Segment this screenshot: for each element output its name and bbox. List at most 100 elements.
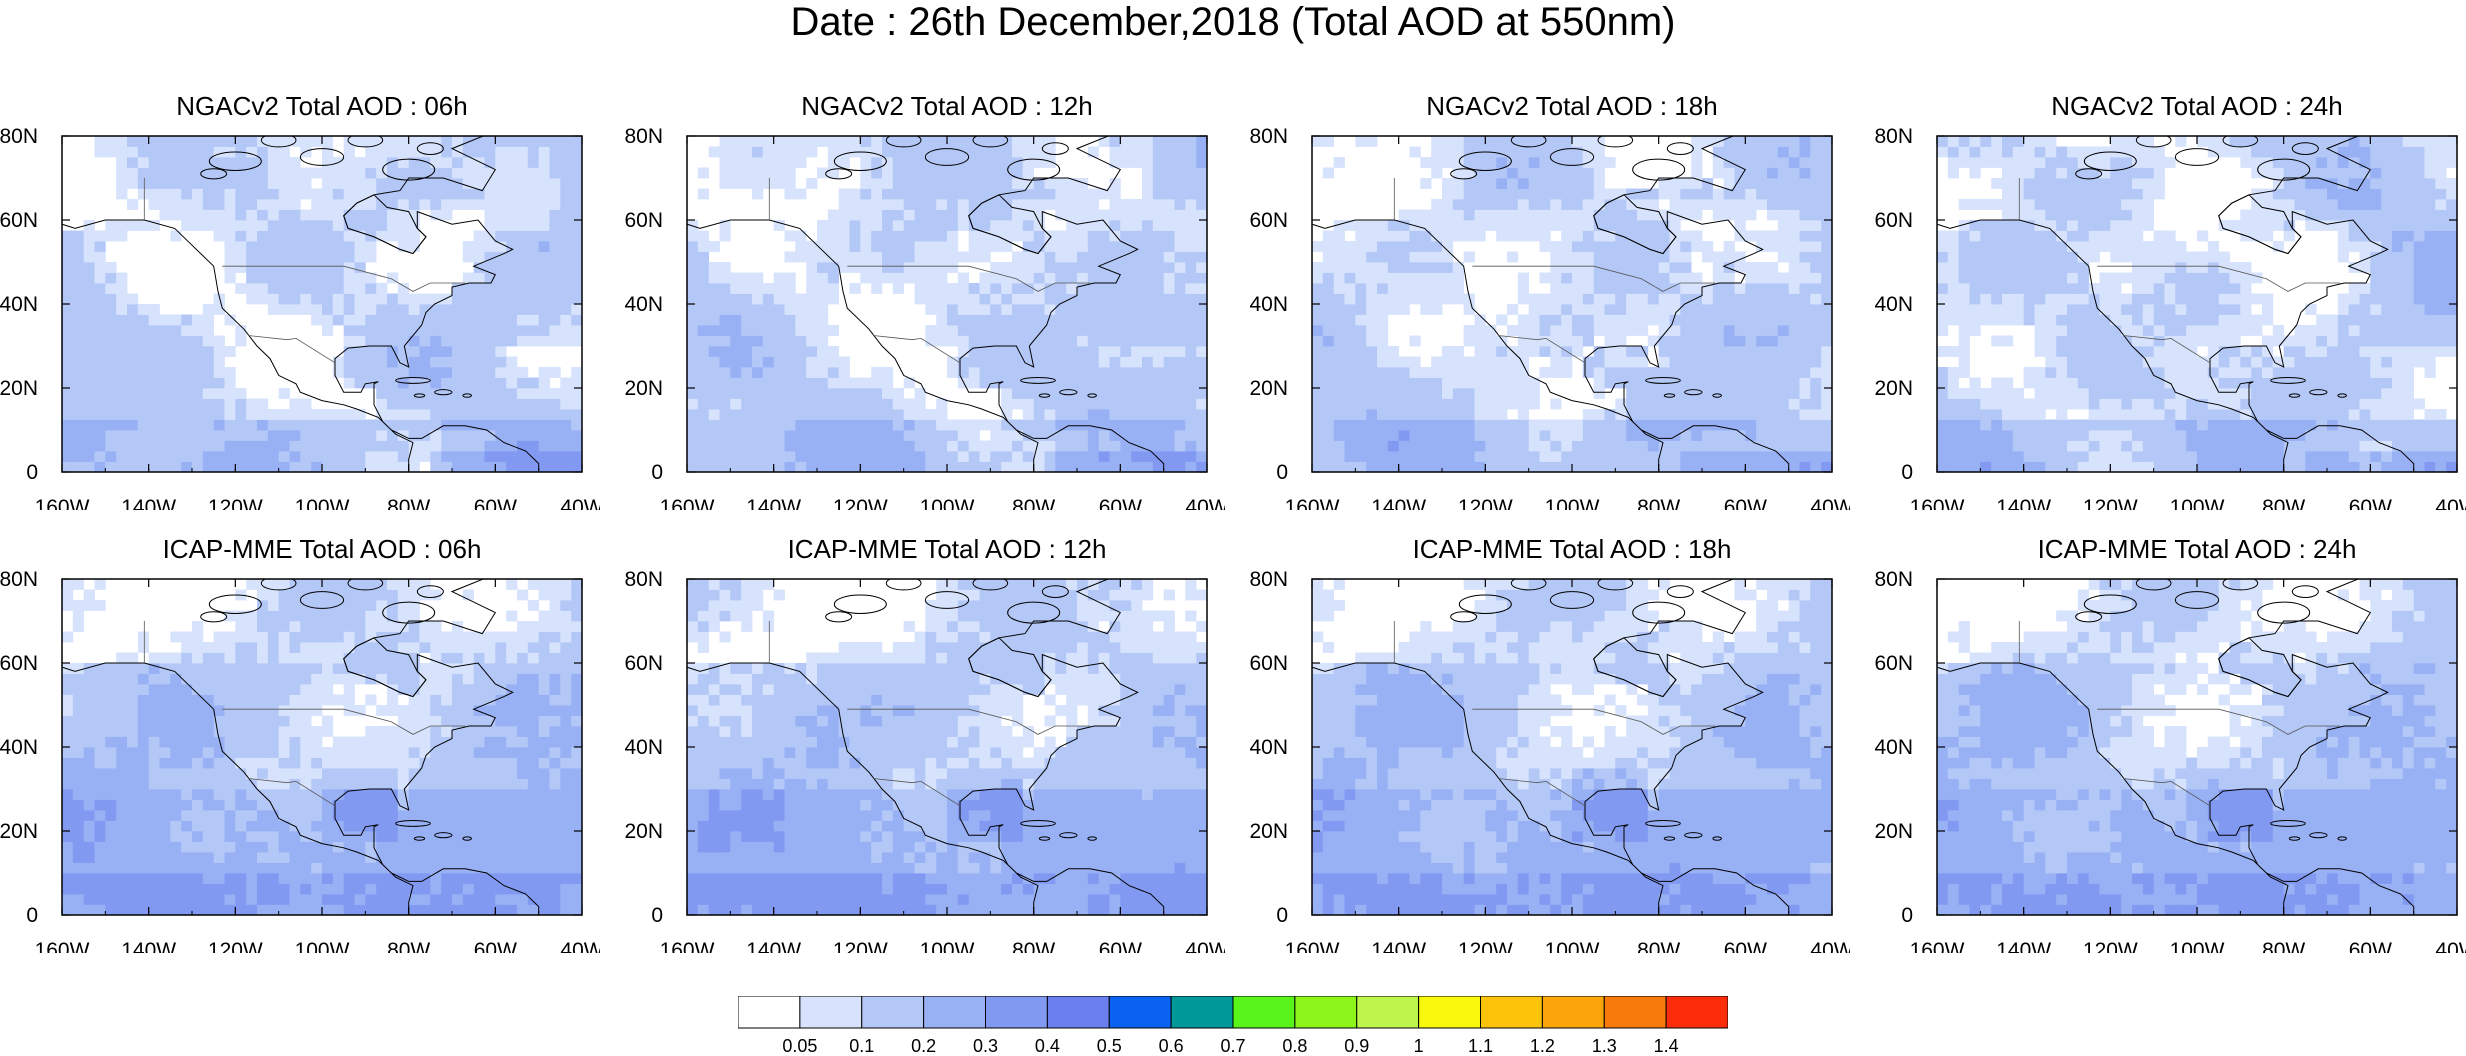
colorbar-label: 1.1 (1468, 1036, 1493, 1056)
lon-tick-label: 160W (1285, 496, 1340, 510)
lon-tick-label: 140W (746, 939, 801, 953)
lon-tick-label: 160W (660, 939, 715, 953)
lon-tick-label: 160W (1285, 939, 1340, 953)
colorbar-label: 1 (1414, 1036, 1424, 1056)
colorbar-label: 0.1 (849, 1036, 874, 1056)
lat-tick-label: 40N (1250, 293, 1288, 316)
lon-tick-label: 140W (1371, 496, 1426, 510)
lon-tick-label: 120W (2083, 939, 2138, 953)
colorbar-label: 1.4 (1654, 1036, 1679, 1056)
lat-tick-label: 20N (625, 820, 663, 843)
lon-tick-label: 60W (1099, 939, 1142, 953)
lon-tick-label: 140W (121, 939, 176, 953)
lat-tick-label: 20N (0, 820, 38, 843)
lat-tick-label: 60N (0, 652, 38, 675)
colorbar-label: 0.3 (973, 1036, 998, 1056)
national-border (2018, 621, 2340, 807)
lat-tick-label: 20N (1875, 377, 1913, 400)
lat-tick-label: 0 (651, 461, 663, 484)
lat-tick-label: 40N (0, 736, 38, 759)
coastline (1937, 579, 2415, 915)
aod-map: 160W 140W 120W 100W 80W 60W 40W 0 20N 40N 60N 80N (625, 125, 1225, 510)
colorbar-swatch (1108, 996, 1172, 1029)
lon-tick-label: 140W (1996, 496, 2051, 510)
colorbar-swatch (1603, 996, 1667, 1029)
panel-title: ICAP-MME Total AOD : 24h (2037, 534, 2357, 564)
colorbar-label: 0.5 (1097, 1036, 1122, 1056)
lat-tick-label: 80N (0, 125, 38, 148)
main-title: Date : 26th December,2018 (Total AOD at … (790, 0, 1676, 44)
lon-tick-label: 140W (121, 496, 176, 510)
coastline (687, 579, 1165, 915)
lat-tick-label: 0 (1276, 904, 1288, 927)
coastline (687, 136, 1165, 472)
colorbar-label: 0.4 (1035, 1036, 1060, 1056)
colorbar-swatch (799, 996, 863, 1029)
lon-tick-label: 80W (1012, 939, 1055, 953)
lon-tick-label: 100W (920, 496, 975, 510)
lon-tick-label: 120W (208, 939, 263, 953)
colorbar-swatch (923, 996, 987, 1029)
lon-tick-label: 160W (1910, 939, 1965, 953)
coastline (1312, 579, 1790, 915)
lat-tick-label: 20N (1250, 820, 1288, 843)
lat-tick-label: 0 (1901, 904, 1913, 927)
national-border (768, 178, 1090, 364)
colorbar-swatch (1294, 996, 1358, 1029)
colorbar-swatch (985, 996, 1048, 1029)
aod-map: 160W 140W 120W 100W 80W 60W 40W 0 20N 40N 60N 80N (1875, 125, 2466, 510)
lon-tick-label: 80W (1637, 939, 1680, 953)
lat-tick-label: 0 (651, 904, 663, 927)
lon-tick-label: 80W (1012, 496, 1055, 510)
aod-shading (62, 579, 582, 915)
national-border (1393, 621, 1715, 807)
lon-tick-label: 140W (746, 496, 801, 510)
lat-tick-label: 60N (1250, 209, 1288, 232)
colorbar-swatch (1480, 996, 1543, 1029)
lon-tick-label: 160W (35, 939, 90, 953)
panel-title: NGACv2 Total AOD : 12h (801, 91, 1093, 121)
lon-tick-label: 100W (2170, 939, 2225, 953)
lat-tick-label: 0 (26, 461, 38, 484)
lat-tick-label: 60N (1875, 652, 1913, 675)
colorbar-label: 0.9 (1344, 1036, 1369, 1056)
lon-tick-label: 100W (2170, 496, 2225, 510)
lon-tick-label: 40W (1185, 939, 1225, 953)
lon-tick-label: 40W (1810, 939, 1850, 953)
panel-title: NGACv2 Total AOD : 06h (176, 91, 468, 121)
colorbar-swatch (1356, 996, 1420, 1029)
lon-tick-label: 60W (474, 939, 517, 953)
lat-tick-label: 60N (1250, 652, 1288, 675)
map-panel: NGACv2 Total AOD : 24h 160W 140W 120W 100W 80… (1875, 90, 2466, 510)
colorbar-label: 0.05 (782, 1036, 817, 1056)
lon-tick-label: 120W (833, 496, 888, 510)
lon-tick-label: 40W (2435, 939, 2466, 953)
lat-tick-label: 80N (1875, 125, 1913, 148)
lon-tick-label: 80W (387, 496, 430, 510)
lat-tick-label: 40N (1875, 736, 1913, 759)
lat-tick-label: 80N (1250, 125, 1288, 148)
lat-tick-label: 40N (625, 293, 663, 316)
aod-shading (1312, 136, 1832, 472)
colorbar-swatch (1232, 996, 1296, 1029)
aod-shading (1937, 136, 2457, 472)
lon-tick-label: 100W (1545, 939, 1600, 953)
lon-tick-label: 60W (1099, 496, 1142, 510)
colorbar-swatch (1418, 996, 1482, 1029)
lon-tick-label: 40W (2435, 496, 2466, 510)
lon-tick-label: 160W (35, 496, 90, 510)
lon-tick-label: 60W (474, 496, 517, 510)
aod-map: 160W 140W 120W 100W 80W 60W 40W 0 20N 40N 60N 80N (1250, 125, 1850, 510)
colorbar-swatch (861, 996, 925, 1029)
lat-tick-label: 80N (625, 568, 663, 591)
coastline (1937, 136, 2415, 472)
lat-tick-label: 40N (1250, 736, 1288, 759)
lat-tick-label: 0 (26, 904, 38, 927)
lon-tick-label: 100W (295, 939, 350, 953)
panel-title: NGACv2 Total AOD : 24h (2051, 91, 2343, 121)
lon-tick-label: 40W (1185, 496, 1225, 510)
map-panel: NGACv2 Total AOD : 12h 160W 140W 120W 100W 80… (625, 90, 1225, 510)
lon-tick-label: 100W (920, 939, 975, 953)
lon-tick-label: 60W (2349, 939, 2392, 953)
national-border (143, 178, 465, 364)
